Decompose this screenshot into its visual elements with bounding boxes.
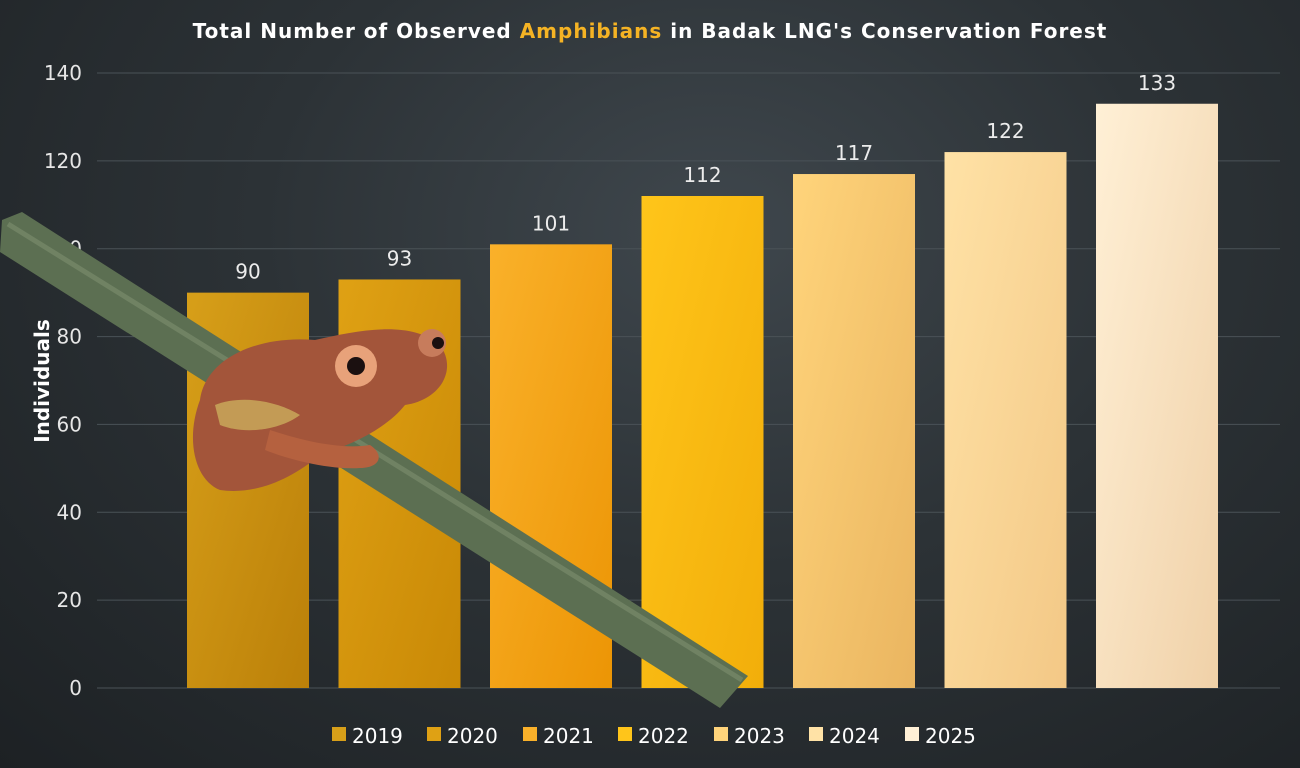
legend-label-2022: 2022 [638,724,689,748]
title-part-1: Total Number of Observed [193,19,520,43]
frog-body [192,329,448,491]
data-label-2024: 122 [986,119,1024,143]
frog-pupil [347,357,365,375]
legend-swatch-2019 [332,727,346,741]
frog-far-pupil [432,337,444,349]
y-axis-label: Individuals [30,319,54,443]
y-tick-label: 140 [44,61,82,85]
legend-label-2020: 2020 [447,724,498,748]
bar-2025 [1096,103,1218,688]
title-accent: Amphibians [520,19,663,43]
bars [187,103,1218,689]
chart-title: Total Number of Observed Amphibians in B… [193,19,1108,43]
bar-2023 [793,174,915,689]
frog-leg [265,430,379,469]
title-part-3: in Badak LNG's Conservation Forest [662,19,1107,43]
legend-label-2019: 2019 [352,724,403,748]
y-tick-label: 0 [69,676,82,700]
legend-swatch-2024 [809,727,823,741]
legend-swatch-2025 [905,727,919,741]
legend-swatch-2020 [427,727,441,741]
legend-swatch-2021 [523,727,537,741]
data-label-2021: 101 [532,211,570,235]
data-label-2023: 117 [835,141,873,165]
data-labels: 90 93 101 112 117 122 133 [235,71,1176,284]
data-label-2019: 90 [235,260,260,284]
bar-2022 [641,196,764,688]
y-tick-label: 40 [57,500,82,524]
y-tick-label: 80 [57,325,82,349]
legend-label-2025: 2025 [925,724,976,748]
frog-belly [215,399,300,431]
data-label-2025: 133 [1138,71,1176,95]
legend-swatch-2022 [618,727,632,741]
legend-label-2024: 2024 [829,724,880,748]
y-tick-label: 120 [44,149,82,173]
bar-2024 [944,152,1067,689]
y-tick-label: 60 [57,412,82,436]
legend-label-2023: 2023 [734,724,785,748]
frog-on-branch-image [0,212,748,708]
data-label-2020: 93 [387,246,412,270]
legend-label-2021: 2021 [543,724,594,748]
y-tick-label: 20 [57,588,82,612]
legend-swatch-2023 [714,727,728,741]
legend: 2019 2020 2021 2022 2023 2024 2025 [332,724,976,748]
data-label-2022: 112 [683,163,721,187]
